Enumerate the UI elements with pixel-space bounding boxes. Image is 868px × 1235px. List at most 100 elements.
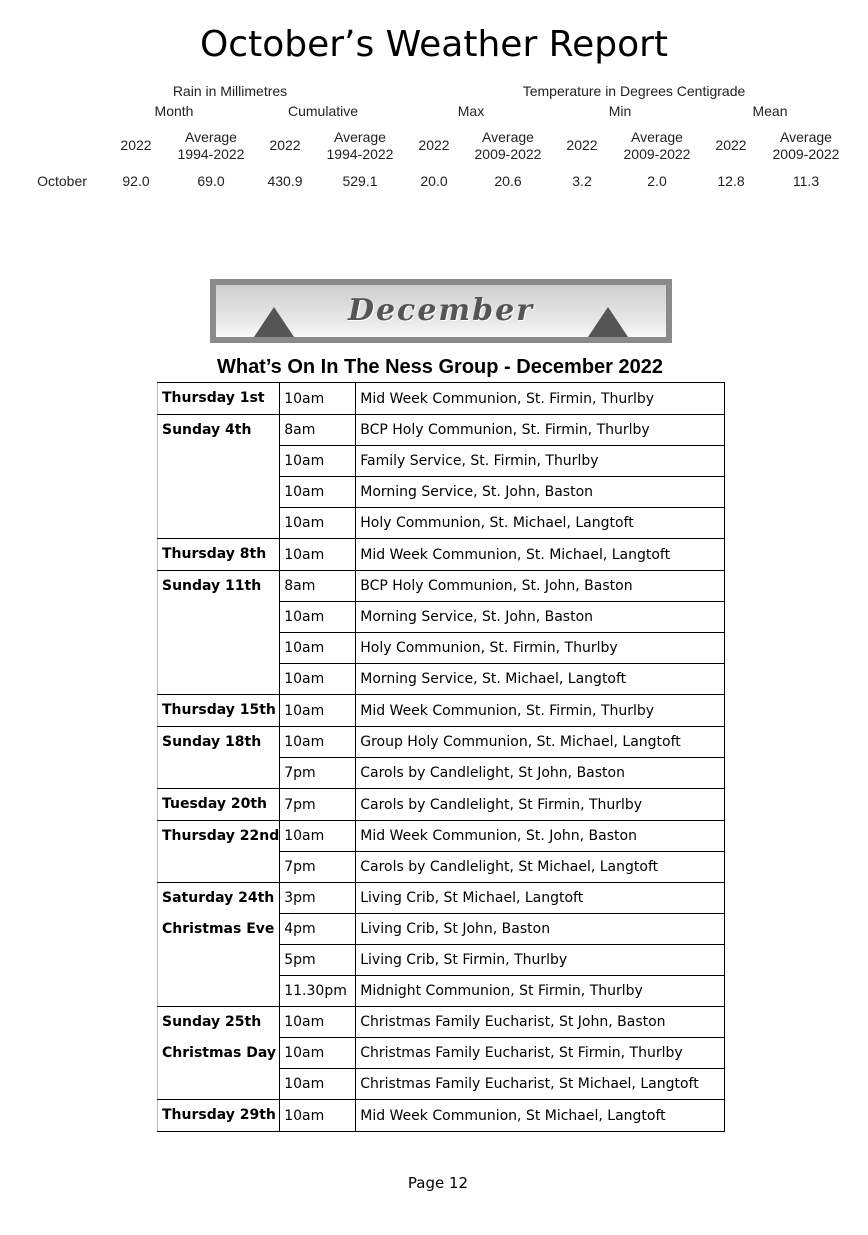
table-row: 7pm Carols by Candlelight, St Michael, La… [158,851,726,883]
event-description: Morning Service, St. Michael, Langtoft [355,663,726,695]
weather-value: 20.0 [420,173,448,189]
table-row: Thursday 15th 10am Mid Week Communion, St.… [156,694,726,727]
table-row: Thursday 1st 10am Mid Week Communion, St. … [156,382,726,415]
event-time: 10am [279,507,357,539]
event-time: 10am [279,1068,357,1100]
table-row: Thursday 29th 10am Mid Week Communion, St … [156,1099,726,1132]
event-time: 10am [279,632,357,664]
event-time: 10am [279,476,357,508]
weather-value: 69.0 [197,173,225,189]
day-label: Christmas Day [162,1045,276,1061]
day-label: Christmas Eve [162,921,275,937]
event-description: Christmas Family Eucharist, St Firmin, T… [355,1037,726,1069]
table-row: 10am Holy Communion, St. Michael, Langtof… [158,507,726,539]
event-description: Living Crib, St Michael, Langtoft [355,882,726,914]
day-label: Thursday 15th [162,702,276,718]
event-time: 10am [279,382,357,415]
day-label: Sunday 11th [162,578,262,594]
temp-header: Temperature in Degrees Centigrade [522,83,746,99]
day-label: Sunday 4th [162,422,252,438]
weather-value: 529.1 [342,173,378,189]
weather-value: 20.6 [494,173,522,189]
table-row: 5pm Living Crib, St Firmin, Thurlby [158,944,726,976]
whats-on-heading: What’s On In The Ness Group - December 2… [216,356,664,378]
event-day: Sunday 4th [156,414,281,539]
day-label: Thursday 29th [162,1107,276,1123]
event-time: 10am [279,445,357,477]
weather-value: 3.2 [572,173,592,189]
december-banner: December [210,279,672,343]
table-row: 10am Christmas Family Eucharist, St Firmi… [158,1037,726,1069]
banner-text: December [347,293,535,328]
event-day: Thursday 15th [156,694,281,727]
event-description: Living Crib, St John, Baston [355,913,726,945]
weather-value: 12.8 [717,173,745,189]
weather-group-header: Month [154,103,194,119]
weather-column-header: Average 1994-2022 [326,129,394,162]
event-description: Morning Service, St. John, Baston [355,601,726,633]
table-row: 10am Morning Service, St. Michael, Langto… [158,663,726,695]
weather-group-header: Cumulative [287,103,359,119]
event-time: 10am [279,820,357,852]
day-label: Tuesday 20th [162,796,267,812]
event-time: 4pm [279,913,357,945]
tree-icon [254,307,294,337]
event-description: Living Crib, St Firmin, Thurlby [355,944,726,976]
event-description: Mid Week Communion, St Michael, Langtoft [355,1099,726,1132]
table-row: Sunday 25th Christmas Day 10am Christmas Fa… [156,1006,726,1100]
weather-value: 430.9 [267,173,303,189]
event-description: Carols by Candlelight, St Firmin, Thurlb… [355,788,726,821]
event-day: Saturday 24th Christmas Eve [156,882,281,1007]
event-time: 5pm [279,944,357,976]
weather-value: 92.0 [122,173,150,189]
weather-column-header: 2022 [715,137,747,153]
event-day: Thursday 1st [156,382,281,415]
event-day: Tuesday 20th [156,788,281,821]
event-time: 7pm [279,757,357,789]
event-time: 7pm [279,851,357,883]
event-time: 8am [279,570,357,602]
event-description: BCP Holy Communion, St. Firmin, Thurlby [355,414,726,446]
event-day: Sunday 11th [156,570,281,695]
weather-value: 2.0 [647,173,667,189]
event-day: Sunday 25th Christmas Day [156,1006,281,1100]
table-row: Saturday 24th Christmas Eve 3pm Living Crib… [156,882,726,1007]
day-label: Sunday 18th [162,734,262,750]
event-description: Midnight Communion, St Firmin, Thurlby [355,975,726,1007]
event-description: Holy Communion, St. Michael, Langtoft [355,507,726,539]
table-row: 10am Morning Service, St. John, Baston [158,476,726,508]
event-time: 10am [279,1037,357,1069]
event-time: 10am [279,601,357,633]
weather-column-header: 2022 [269,137,301,153]
event-description: Mid Week Communion, St. Firmin, Thurlby [355,694,726,727]
event-description: Morning Service, St. John, Baston [355,476,726,508]
day-label: Thursday 8th [162,546,267,562]
table-row: Sunday 18th 10am Group Holy Communion, St.… [156,726,726,789]
table-row: Sunday 4th 8am BCP Holy Communion, St. Fir… [156,414,726,539]
event-time: 3pm [279,882,357,914]
tree-icon [588,307,628,337]
weather-title: October’s Weather Report [199,24,669,65]
event-description: Christmas Family Eucharist, St Michael, … [355,1068,726,1100]
event-description: Holy Communion, St. Firmin, Thurlby [355,632,726,664]
weather-column-header: 2022 [566,137,598,153]
event-description: BCP Holy Communion, St. John, Baston [355,570,726,602]
event-time: 7pm [279,788,357,821]
events-table: Thursday 1st 10am Mid Week Communion, St. … [156,382,726,1132]
rain-header: Rain in Millimetres [172,83,288,99]
event-time: 10am [279,1099,357,1132]
table-row: Sunday 11th 8am BCP Holy Communion, St. Jo… [156,570,726,695]
day-label: Sunday 25th [162,1014,262,1030]
event-description: Christmas Family Eucharist, St John, Bas… [355,1006,726,1038]
table-row: Thursday 8th 10am Mid Week Communion, St. … [156,538,726,571]
weather-column-header: Average 2009-2022 [474,129,542,162]
event-description: Group Holy Communion, St. Michael, Langt… [355,726,726,758]
event-time: 10am [279,538,357,571]
table-row: Tuesday 20th 7pm Carols by Candlelight, St… [156,788,726,821]
event-description: Carols by Candlelight, St Michael, Langt… [355,851,726,883]
table-row: 10am Christmas Family Eucharist, St Micha… [158,1068,726,1100]
event-description: Mid Week Communion, St. Firmin, Thurlby [355,382,726,415]
weather-group-header: Mean [752,103,788,119]
event-description: Mid Week Communion, St. Michael, Langtof… [355,538,726,571]
